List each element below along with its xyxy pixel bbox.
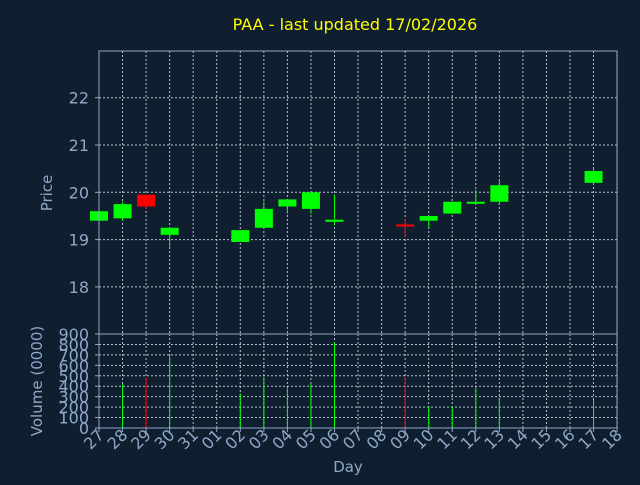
candle — [231, 230, 250, 242]
axes-layer — [95, 50, 618, 432]
volume-tick-label: 200 — [58, 398, 89, 417]
candle — [137, 194, 156, 209]
volume-tick-label: 500 — [58, 367, 89, 386]
candle-body — [490, 185, 509, 202]
price-tick-label: 22 — [69, 89, 89, 108]
candle — [419, 215, 438, 228]
candle — [443, 201, 462, 214]
volume-tick-label: 600 — [58, 356, 89, 375]
candle — [325, 194, 344, 226]
candle — [490, 180, 509, 205]
candle — [301, 192, 320, 214]
candle-body — [419, 215, 438, 221]
candle-body — [325, 219, 344, 222]
candle-body — [137, 194, 156, 207]
candle — [396, 218, 415, 238]
chart-title: PAA - last updated 17/02/2026 — [233, 15, 478, 34]
volume-bars-layer — [122, 342, 595, 428]
price-tick-label: 21 — [69, 136, 89, 155]
candle — [113, 201, 132, 221]
price-tick-label: 18 — [69, 278, 89, 297]
y-axis-label: Price — [38, 175, 56, 212]
candle — [584, 168, 603, 186]
volume-axis-label: Volume (0000) — [28, 326, 46, 436]
candle — [278, 199, 297, 214]
volume-tick-label: 100 — [58, 409, 89, 428]
candle — [160, 227, 179, 247]
price-tick-label: 20 — [69, 183, 89, 202]
candle-body — [160, 227, 179, 235]
price-tick-label: 19 — [69, 231, 89, 250]
volume-tick-label: 900 — [58, 325, 89, 344]
candle-body — [443, 201, 462, 214]
volume-tick-label: 400 — [58, 377, 89, 396]
x-axis-label: Day — [333, 458, 363, 476]
candle-body — [254, 208, 273, 228]
candle-body — [584, 171, 603, 183]
candle-body — [231, 230, 250, 242]
candle-body — [396, 224, 415, 227]
candle-body — [466, 201, 485, 204]
candle — [254, 201, 273, 228]
volume-tick-label: 0 — [79, 419, 89, 438]
candle-body — [301, 192, 320, 209]
volume-tick-label: 300 — [58, 388, 89, 407]
candle-body — [113, 204, 132, 219]
volume-tick-label: 800 — [58, 335, 89, 354]
candle — [466, 189, 485, 205]
candle-body — [278, 199, 297, 207]
volume-tick-label: 700 — [58, 346, 89, 365]
